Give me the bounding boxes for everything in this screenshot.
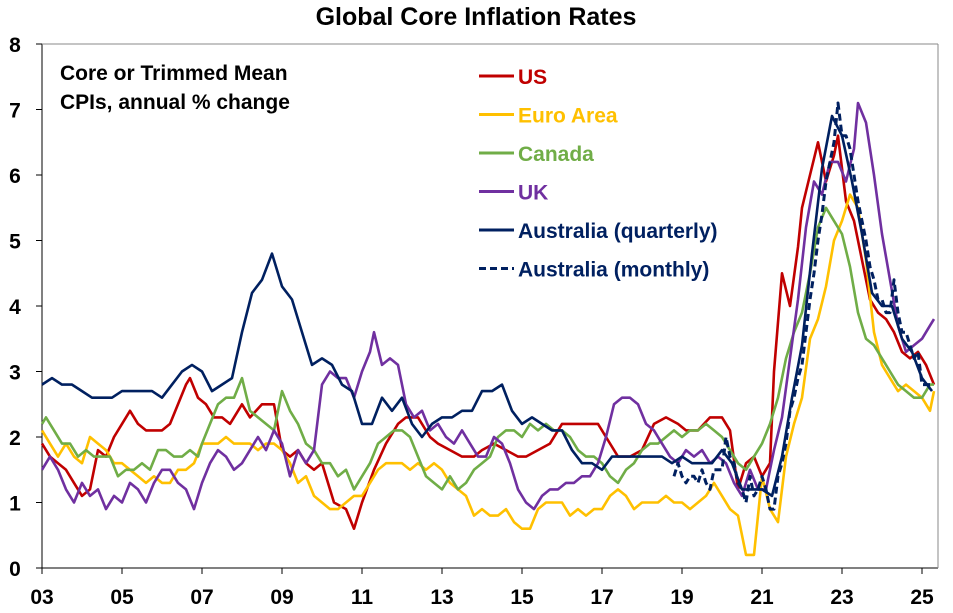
legend-item: Australia (monthly) xyxy=(479,259,709,282)
x-tick-label: 07 xyxy=(190,586,213,609)
y-ticks: 0 1 2 3 4 5 6 7 8 xyxy=(9,34,42,581)
x-tick-label: 03 xyxy=(30,586,53,609)
legend-label: Australia (quarterly) xyxy=(518,220,718,243)
series-line-canada xyxy=(40,206,934,491)
x-tick-label: 05 xyxy=(110,586,134,609)
annotation: Core or Trimmed Mean CPIs, annual % chan… xyxy=(60,62,290,114)
legend-label: UK xyxy=(518,182,548,205)
x-tick-label: 09 xyxy=(270,586,293,609)
legend-item: US xyxy=(479,66,547,89)
annotation-line-2: CPIs, annual % change xyxy=(60,91,290,114)
x-tick-label: 23 xyxy=(830,586,853,609)
x-tick-label: 15 xyxy=(510,586,534,609)
series-line-us xyxy=(40,134,936,530)
y-tick-label: 2 xyxy=(9,427,21,450)
y-tick-label: 8 xyxy=(9,34,21,57)
series-line-australia-monthly xyxy=(672,101,934,511)
y-tick-label: 5 xyxy=(9,231,21,254)
x-tick-label: 11 xyxy=(351,586,374,609)
y-tick-label: 7 xyxy=(9,100,21,123)
y-tick-label: 1 xyxy=(9,493,21,516)
x-tick-label: 25 xyxy=(910,586,934,609)
legend-item: Canada xyxy=(479,143,594,166)
x-tick-label: 13 xyxy=(430,586,453,609)
legend: US Euro Area Canada UK Australia (quarterly)… xyxy=(479,66,718,282)
y-tick-label: 3 xyxy=(9,362,21,385)
y-tick-label: 0 xyxy=(9,558,21,581)
chart-title: Global Core Inflation Rates xyxy=(316,3,637,31)
series-line-australia-quarterly xyxy=(41,114,934,498)
legend-item: UK xyxy=(479,182,548,205)
y-tick-label: 4 xyxy=(9,296,21,319)
series-line-euro-area xyxy=(40,193,936,557)
x-ticks: 03 05 07 09 11 13 15 17 19 21 23 25 xyxy=(30,568,934,609)
x-tick-label: 19 xyxy=(670,586,693,609)
series-line-uk xyxy=(40,101,936,511)
y-tick-label: 6 xyxy=(9,165,21,188)
x-tick-label: 17 xyxy=(590,586,613,609)
legend-label: Euro Area xyxy=(518,105,618,128)
annotation-line-1: Core or Trimmed Mean xyxy=(60,62,288,85)
legend-label: Canada xyxy=(518,143,594,166)
series-layer xyxy=(40,101,936,557)
legend-label: US xyxy=(518,66,547,89)
legend-item: Australia (quarterly) xyxy=(479,220,718,243)
legend-item: Euro Area xyxy=(479,105,618,128)
legend-label: Australia (monthly) xyxy=(518,259,709,282)
x-tick-label: 21 xyxy=(750,586,774,609)
